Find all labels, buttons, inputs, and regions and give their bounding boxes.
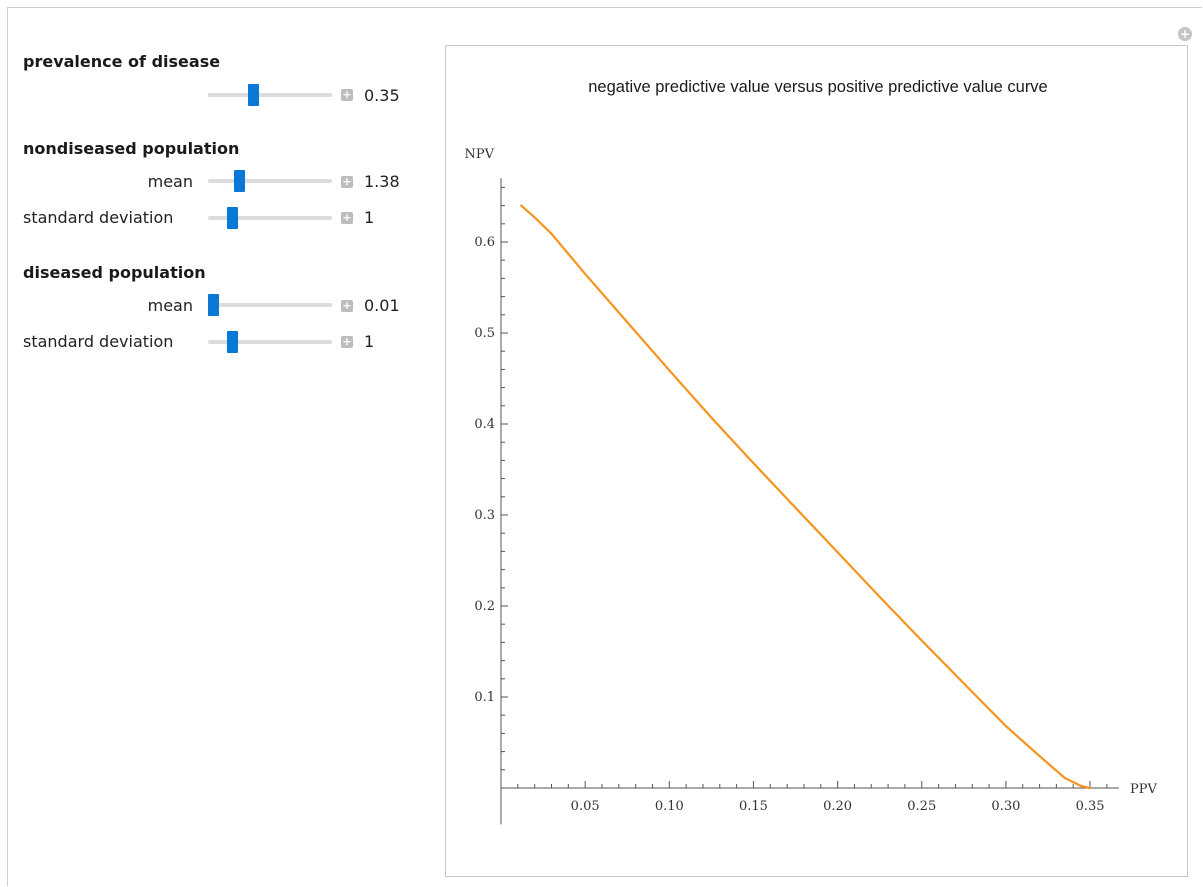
nondiseased-mean-label: mean bbox=[147, 172, 193, 191]
slider-track bbox=[208, 93, 332, 97]
chart-marks bbox=[520, 204, 1092, 790]
chart-title: negative predictive value versus positiv… bbox=[588, 78, 1048, 96]
prevalence-slider[interactable] bbox=[208, 84, 332, 106]
plus-square-icon[interactable]: + bbox=[341, 299, 353, 312]
slider-thumb[interactable] bbox=[234, 170, 245, 192]
x-tick-label: 0.10 bbox=[655, 799, 684, 814]
diseased-sd-value: 1 bbox=[364, 332, 375, 351]
slider-thumb[interactable] bbox=[247, 84, 259, 106]
x-tick-label: 0.20 bbox=[823, 799, 852, 814]
prevalence-section-title: prevalence of disease bbox=[23, 52, 221, 71]
slider-track bbox=[208, 216, 332, 220]
slider-thumb[interactable] bbox=[207, 294, 219, 316]
y-tick-label: 0.6 bbox=[474, 235, 495, 250]
y-tick-label: 0.3 bbox=[474, 508, 495, 523]
nondiseased-mean-slider[interactable] bbox=[208, 170, 332, 192]
slider-thumb[interactable] bbox=[226, 331, 238, 353]
x-tick-label: 0.30 bbox=[991, 799, 1020, 814]
plus-square-icon[interactable]: + bbox=[341, 211, 353, 224]
diseased-sd-label: standard deviation bbox=[23, 332, 174, 351]
x-tick-label: 0.35 bbox=[1076, 799, 1105, 814]
y-tick-label: 0.1 bbox=[474, 690, 495, 705]
npv-ppv-curve bbox=[520, 204, 1092, 790]
slider-track bbox=[208, 179, 332, 183]
chart-axes: 0.05 0.10 0.15 0.20 0.25 0.30 0.35 0.1 0.2 0.3 0.4… bbox=[474, 178, 1119, 825]
slider-thumb[interactable] bbox=[226, 207, 238, 229]
plot-panel: negative predictive value versus positiv… bbox=[445, 45, 1188, 877]
npv-ppv-chart: negative predictive value versus positiv… bbox=[464, 78, 1157, 825]
diseased-mean-slider[interactable] bbox=[207, 294, 332, 316]
nondiseased-sd-value: 1 bbox=[364, 208, 375, 227]
y-axis-label: NPV bbox=[464, 147, 494, 162]
x-tick-label: 0.15 bbox=[739, 799, 768, 814]
plus-square-icon[interactable]: + bbox=[341, 175, 353, 188]
diseased-sd-slider[interactable] bbox=[208, 331, 332, 353]
plus-circle-icon[interactable]: + bbox=[1178, 27, 1192, 41]
x-axis-label: PPV bbox=[1130, 782, 1157, 797]
prevalence-value: 0.35 bbox=[364, 86, 400, 105]
x-tick-label: 0.25 bbox=[907, 799, 936, 814]
diseased-mean-label: mean bbox=[147, 296, 193, 315]
y-tick-label: 0.5 bbox=[474, 326, 495, 341]
nondiseased-section-title: nondiseased population bbox=[23, 139, 240, 158]
diseased-section-title: diseased population bbox=[23, 263, 206, 282]
nondiseased-mean-value: 1.38 bbox=[364, 172, 400, 191]
diseased-mean-value: 0.01 bbox=[364, 296, 400, 315]
plus-square-icon[interactable]: + bbox=[341, 88, 353, 101]
plus-square-icon[interactable]: + bbox=[341, 335, 353, 348]
nondiseased-sd-label: standard deviation bbox=[23, 208, 174, 227]
nondiseased-sd-slider[interactable] bbox=[208, 207, 332, 229]
slider-track bbox=[208, 340, 332, 344]
y-tick-label: 0.4 bbox=[474, 417, 495, 432]
x-tick-label: 0.05 bbox=[571, 799, 600, 814]
slider-track bbox=[208, 303, 332, 307]
y-tick-label: 0.2 bbox=[474, 599, 495, 614]
